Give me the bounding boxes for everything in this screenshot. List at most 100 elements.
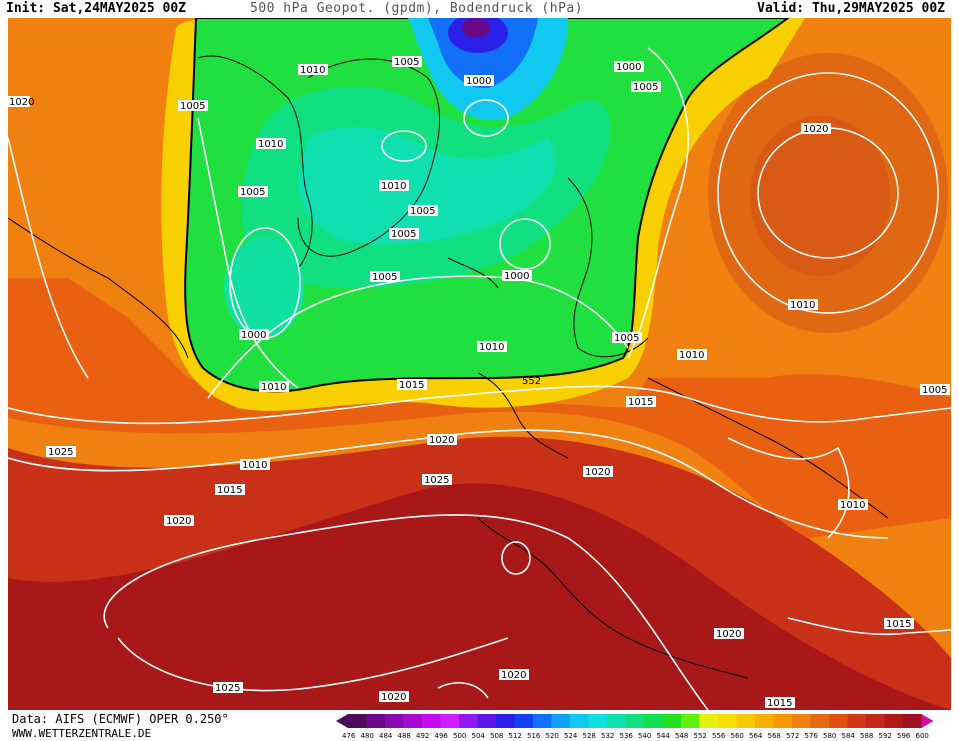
colorbar-swatch: [496, 714, 515, 728]
pressure-label: 1005: [408, 205, 438, 217]
colorbar-tick-label: 556: [712, 732, 726, 740]
svg-text:1020: 1020: [501, 670, 526, 681]
pressure-label: 1005: [370, 271, 400, 283]
colorbar-tick-label: 508: [490, 732, 504, 740]
colorbar-swatch: [533, 714, 552, 728]
colorbar-tick-label: 512: [508, 732, 522, 740]
svg-text:1015: 1015: [886, 619, 911, 630]
colorbar-tick-label: 596: [897, 732, 911, 740]
colorbar-swatch: [514, 714, 534, 728]
pressure-label: 1010: [477, 341, 507, 353]
svg-text:1010: 1010: [840, 500, 865, 511]
colorbar-swatch: [625, 714, 645, 728]
colorbar-tick-label: 488: [397, 732, 411, 740]
pressure-label: 1000: [502, 270, 532, 282]
chart-title: 500 hPa Geopot. (gpdm), Bodendruck (hPa): [250, 1, 584, 16]
colorbar-tick-label: 552: [693, 732, 707, 740]
pressure-label: 1020: [583, 466, 613, 478]
pressure-label: 1025: [422, 474, 452, 486]
svg-text:1020: 1020: [381, 692, 406, 703]
pressure-label: 1005: [389, 228, 419, 240]
colorbar-tick-label: 584: [841, 732, 855, 740]
colorbar-tick-label: 576: [804, 732, 818, 740]
pressure-label: 1005: [392, 56, 422, 68]
svg-text:1020: 1020: [716, 629, 741, 640]
colorbar: 476 480 484 488 492 496 500 504 508 512 516 520 524 5…: [336, 712, 958, 740]
colorbar-tick-label: 516: [527, 732, 541, 740]
colorbar-swatch: [866, 714, 885, 728]
svg-text:1010: 1010: [381, 181, 406, 192]
svg-text:1010: 1010: [479, 342, 504, 353]
pressure-label: 1015: [397, 379, 427, 391]
valid-time: Valid: Thu,29MAY2025 00Z: [757, 1, 945, 16]
map-canvas: 1010 1005 1005 1000 1000 1005 1020 1010 …: [8, 18, 951, 710]
colorbar-swatch: [366, 714, 386, 728]
svg-text:1005: 1005: [922, 385, 947, 396]
colorbar-swatch: [810, 714, 830, 728]
field-ridge-core: [8, 483, 951, 710]
data-source: Data: AIFS (ECMWF) OPER 0.250°: [12, 712, 229, 726]
pressure-label: 1025: [213, 682, 243, 694]
pressure-label: 1005: [178, 100, 208, 112]
colorbar-swatch: [385, 714, 404, 728]
pressure-label: 1005: [238, 186, 268, 198]
pressure-label: 1000: [239, 329, 269, 341]
colorbar-tick-label: 580: [823, 732, 837, 740]
svg-text:1020: 1020: [803, 124, 828, 135]
map-header: Init: Sat,24MAY2025 00Z 500 hPa Geopot. …: [0, 0, 959, 18]
colorbar-tick-label: 476: [342, 732, 356, 740]
colorbar-tick-label: 544: [656, 732, 670, 740]
svg-text:1010: 1010: [258, 139, 283, 150]
svg-text:1000: 1000: [466, 76, 491, 87]
colorbar-swatch: [699, 714, 719, 728]
svg-text:1020: 1020: [585, 467, 610, 478]
colorbar-swatch: [903, 714, 922, 728]
pressure-label: 1005: [631, 81, 661, 93]
svg-text:1005: 1005: [372, 272, 397, 283]
svg-text:1005: 1005: [391, 229, 416, 240]
colorbar-swatch: [847, 714, 867, 728]
pressure-label: 1005: [920, 384, 950, 396]
svg-text:1015: 1015: [767, 698, 792, 709]
colorbar-tick-label: 504: [471, 732, 485, 740]
colorbar-tick-label: 592: [878, 732, 892, 740]
svg-text:1015: 1015: [628, 397, 653, 408]
pressure-label: 1000: [464, 75, 494, 87]
colorbar-tick-label: 532: [601, 732, 615, 740]
colorbar-tick-label: 496: [434, 732, 448, 740]
field-low-west: [224, 238, 304, 338]
colorbar-arrow-right: [921, 714, 934, 728]
svg-text:1015: 1015: [217, 485, 242, 496]
pressure-label: 1010: [788, 299, 818, 311]
colorbar-tick-label: 564: [749, 732, 763, 740]
svg-text:1010: 1010: [300, 65, 325, 76]
svg-text:1005: 1005: [614, 333, 639, 344]
website-link[interactable]: WWW.WETTERZENTRALE.DE: [12, 727, 152, 740]
colorbar-tick-label: 540: [638, 732, 652, 740]
colorbar-tick-label: 600: [915, 732, 929, 740]
colorbar-tick-label: 524: [564, 732, 578, 740]
svg-text:1020: 1020: [9, 97, 34, 108]
colorbar-tick-label: 536: [619, 732, 633, 740]
pressure-label: 1020: [499, 669, 529, 681]
colorbar-swatches: [336, 714, 934, 728]
weather-map: 1010 1005 1005 1000 1000 1005 1020 1010 …: [8, 18, 951, 710]
svg-text:1010: 1010: [679, 350, 704, 361]
svg-text:1020: 1020: [166, 516, 191, 527]
colorbar-tick-label: 484: [379, 732, 393, 740]
svg-text:1000: 1000: [504, 271, 529, 282]
pressure-label: 1010: [256, 138, 286, 150]
colorbar-swatch: [477, 714, 497, 728]
field-warm-inner: [750, 116, 890, 276]
svg-text:1005: 1005: [240, 187, 265, 198]
svg-text:1010: 1010: [242, 460, 267, 471]
pressure-label: 1010: [379, 180, 409, 192]
colorbar-swatch: [718, 714, 737, 728]
colorbar-tick-label: 480: [360, 732, 374, 740]
pressure-label: 1020: [801, 123, 831, 135]
field-polar-vortex-center: [462, 18, 490, 38]
svg-text:1025: 1025: [215, 683, 240, 694]
colorbar-tick-label: 588: [860, 732, 874, 740]
colorbar-swatch: [829, 714, 848, 728]
pressure-labels: 1010 1005 1005 1000 1000 1005 1020 1010 …: [8, 56, 950, 709]
